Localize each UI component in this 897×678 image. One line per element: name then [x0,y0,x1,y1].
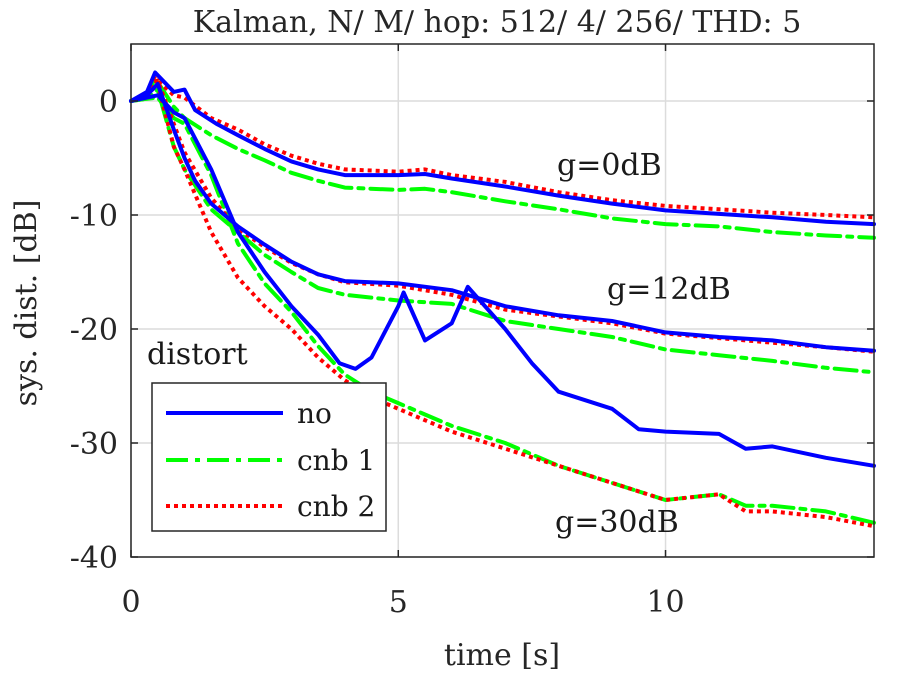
series-line-cnb2-g0dB [130,76,875,220]
legend-box [151,382,387,532]
ticks: 0 5 10 0 -10 -20 -30 -40 [70,44,874,620]
y-tick-label: -10 [70,199,118,234]
y-axis-label: sys. dist. [dB] [9,200,44,407]
annotation-g0: g=0dB [557,148,662,183]
x-tick-label: 5 [389,585,408,620]
y-tick-label: -30 [70,427,118,462]
series-line-cnb1-g0dB [129,76,876,240]
series-line-no-g0dB [129,70,876,227]
annotation-g30: g=30dB [555,505,679,540]
x-tick-label: 10 [646,585,684,620]
y-tick-label: -20 [70,313,118,348]
y-tick-label: 0 [99,85,118,120]
x-tick-label: 0 [121,585,140,620]
series-line-no-g12dB [129,81,876,353]
chart-title: Kalman, N/ M/ hop: 512/ 4/ 256/ THD: 5 [193,5,802,40]
legend: no cnb 1 cnb 2 [151,382,387,532]
legend-label-cnb1: cnb 1 [297,444,375,477]
legend-label-cnb2: cnb 2 [297,490,375,523]
annotation-g12: g=12dB [607,272,731,307]
axes-frame [130,43,875,558]
legend-title: distort [147,337,248,372]
series-line-no-g30dB [129,93,876,468]
series-line-cnb2-g30dB [130,81,875,529]
legend-label-no: no [297,397,332,430]
y-tick-label: -40 [70,541,118,576]
x-axis-label: time [s] [444,638,560,673]
